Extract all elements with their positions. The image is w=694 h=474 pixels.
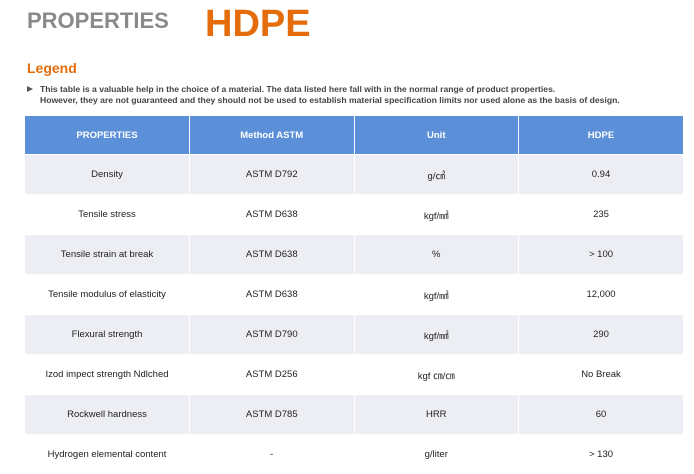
material-title: HDPE xyxy=(205,3,311,46)
table-cell: 290 xyxy=(519,315,684,355)
table-cell: 235 xyxy=(519,195,684,235)
table-cell: > 100 xyxy=(519,235,684,275)
table-row: Hydrogen elemental content-g/liter> 130 xyxy=(25,435,683,474)
table-cell: No Break xyxy=(519,355,684,395)
table-cell: ASTM D638 xyxy=(190,275,355,315)
table-cell: Flexural strength xyxy=(25,315,190,355)
column-header: Method ASTM xyxy=(190,116,355,155)
note-line: This table is a valuable help in the cho… xyxy=(27,84,620,95)
legend-notes: This table is a valuable help in the cho… xyxy=(27,84,620,106)
table-cell: HRR xyxy=(354,395,519,435)
table-cell: kgf/㎟ xyxy=(354,315,519,355)
arrow-icon xyxy=(27,86,33,92)
table-cell: g/㎤ xyxy=(354,155,519,195)
table-cell: kgf/㎟ xyxy=(354,275,519,315)
table-cell: kgf/㎟ xyxy=(354,195,519,235)
table-cell: Density xyxy=(25,155,190,195)
legend-title: Legend xyxy=(27,60,77,76)
column-header: HDPE xyxy=(519,116,684,155)
table-cell: 0.94 xyxy=(519,155,684,195)
table-cell: Rockwell hardness xyxy=(25,395,190,435)
table-cell: ASTM D790 xyxy=(190,315,355,355)
table-cell: Tensile strain at break xyxy=(25,235,190,275)
table-cell: kgf ㎝/㎝ xyxy=(354,355,519,395)
note-text: This table is a valuable help in the cho… xyxy=(40,84,555,94)
table-cell: > 130 xyxy=(519,435,684,474)
table-cell: g/liter xyxy=(354,435,519,474)
table-cell: - xyxy=(190,435,355,474)
table-cell: 12,000 xyxy=(519,275,684,315)
table-cell: Tensile stress xyxy=(25,195,190,235)
note-line: However, they are not guaranteed and the… xyxy=(27,95,620,106)
table-cell: ASTM D638 xyxy=(190,195,355,235)
table-cell: Hydrogen elemental content xyxy=(25,435,190,474)
table-cell: Izod impect strength Ndlched xyxy=(25,355,190,395)
table-cell: Tensile modulus of elasticity xyxy=(25,275,190,315)
column-header: Unit xyxy=(354,116,519,155)
note-text: However, they are not guaranteed and the… xyxy=(40,95,620,105)
table-cell: ASTM D785 xyxy=(190,395,355,435)
page-title: PROPERTIES xyxy=(27,8,169,34)
column-header: PROPERTIES xyxy=(25,116,190,155)
table-cell: ASTM D638 xyxy=(190,235,355,275)
table-cell: ASTM D792 xyxy=(190,155,355,195)
table-cell: ASTM D256 xyxy=(190,355,355,395)
table-cell: 60 xyxy=(519,395,684,435)
table-cell: % xyxy=(354,235,519,275)
